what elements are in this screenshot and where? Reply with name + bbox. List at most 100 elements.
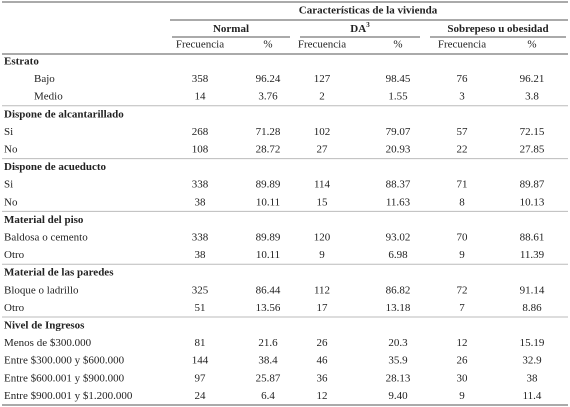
cell: 13.56	[256, 302, 281, 314]
subheader: Frecuencia	[176, 39, 224, 51]
cell: 14	[195, 91, 207, 103]
cell: 86.44	[256, 284, 281, 296]
cell: 9	[319, 249, 325, 261]
cell: 338	[192, 179, 209, 191]
cell: 10.11	[256, 249, 280, 261]
subheader: Frecuencia	[298, 39, 346, 51]
cell: 76	[457, 73, 469, 85]
cell: 20.3	[388, 337, 408, 349]
subheader: Frecuencia	[438, 39, 486, 51]
cell: 93.02	[386, 232, 411, 244]
superscript: 3	[366, 21, 370, 29]
row-label: Entre $600.001 y $900.000	[4, 372, 125, 384]
cell: 79.07	[386, 126, 411, 138]
row-label: Entre $900.001 y $1.200.000	[4, 390, 133, 402]
cell: 21.6	[258, 337, 278, 349]
group-name: DA	[350, 23, 366, 35]
cell: 38	[195, 196, 207, 208]
cell: 26	[457, 355, 469, 367]
cell: 8	[459, 196, 465, 208]
cell: 88.37	[386, 179, 411, 191]
section-heading: Estrato	[4, 56, 39, 68]
cell: 13.18	[386, 302, 411, 314]
row-label: Menos de $300.000	[4, 337, 92, 349]
cell: 81	[195, 337, 206, 349]
cell: 30	[457, 372, 469, 384]
cell: 9	[459, 249, 465, 261]
cell: 9.40	[388, 390, 408, 402]
cell: 46	[317, 355, 329, 367]
cell: 12	[457, 337, 468, 349]
cell: 89.89	[256, 232, 281, 244]
cell: 38.4	[258, 355, 278, 367]
subheader: %	[393, 39, 402, 51]
cell: 17	[317, 302, 329, 314]
row-label: Baldosa o cemento	[4, 232, 88, 244]
row-label: Otro	[4, 302, 25, 314]
cell: 12	[317, 390, 328, 402]
cell: 38	[195, 249, 207, 261]
cell: 6.98	[388, 249, 408, 261]
cell: 72.15	[520, 126, 545, 138]
section-heading: Dispone de alcantarillado	[4, 108, 124, 120]
cell: 3	[459, 91, 465, 103]
cell: 144	[192, 355, 209, 367]
row-label: Si	[4, 179, 13, 191]
cell: 91.14	[520, 284, 545, 296]
column-group: DA3	[350, 21, 370, 35]
cell: 35.9	[388, 355, 408, 367]
cell: 27	[317, 144, 329, 156]
subheader: %	[263, 39, 272, 51]
cell: 57	[457, 126, 469, 138]
group-name: Normal	[213, 23, 249, 35]
cell: 89.89	[256, 179, 281, 191]
cell: 8.86	[522, 302, 542, 314]
cell: 20.93	[386, 144, 411, 156]
cell: 268	[192, 126, 209, 138]
column-group: Sobrepeso u obesidad	[447, 23, 548, 35]
cell: 51	[195, 302, 206, 314]
column-group: Normal	[213, 23, 249, 35]
cell: 97	[195, 372, 207, 384]
cell: 32.9	[522, 355, 542, 367]
group-name: Sobrepeso u obesidad	[447, 23, 548, 35]
cell: 27.85	[520, 144, 545, 156]
cell: 11.4	[523, 390, 542, 402]
cell: 98.45	[386, 73, 411, 85]
cell: 72	[457, 284, 468, 296]
cell: 38	[527, 372, 539, 384]
cell: 36	[317, 372, 329, 384]
subheader: %	[527, 39, 536, 51]
cell: 88.61	[520, 232, 545, 244]
row-label: Medio	[34, 91, 63, 103]
row-label: No	[4, 196, 18, 208]
cell: 6.4	[261, 390, 275, 402]
cell: 15.19	[520, 337, 545, 349]
cell: 15	[317, 196, 329, 208]
row-label: Bloque o ladrillo	[4, 284, 79, 296]
cell: 114	[314, 179, 331, 191]
cell: 28.72	[256, 144, 281, 156]
cell: 10.11	[256, 196, 280, 208]
cell: 1.55	[388, 91, 408, 103]
cell: 7	[459, 302, 465, 314]
row-label: No	[4, 144, 18, 156]
row-label: Otro	[4, 249, 25, 261]
cell: 9	[459, 390, 465, 402]
cell: 24	[195, 390, 207, 402]
cell: 108	[192, 144, 209, 156]
cell: 102	[314, 126, 331, 138]
cell: 2	[319, 91, 325, 103]
cell: 26	[317, 337, 329, 349]
cell: 127	[314, 73, 331, 85]
section-heading: Nivel de Ingresos	[4, 320, 85, 332]
cell: 120	[314, 232, 331, 244]
cell: 22	[457, 144, 468, 156]
cell: 112	[314, 284, 330, 296]
cell: 358	[192, 73, 209, 85]
cell: 11.39	[520, 249, 545, 261]
cell: 71.28	[256, 126, 281, 138]
cell: 3.8	[525, 91, 539, 103]
cell: 325	[192, 284, 209, 296]
